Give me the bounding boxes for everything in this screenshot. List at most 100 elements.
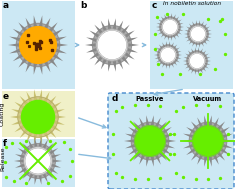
Polygon shape	[22, 171, 30, 179]
Polygon shape	[34, 15, 37, 27]
Polygon shape	[54, 109, 65, 114]
Polygon shape	[155, 117, 161, 127]
Circle shape	[189, 53, 204, 69]
Bar	[2, 139, 75, 187]
Polygon shape	[197, 117, 203, 127]
Circle shape	[21, 144, 55, 178]
Polygon shape	[101, 20, 107, 31]
Polygon shape	[22, 143, 30, 151]
Circle shape	[161, 47, 176, 63]
Polygon shape	[192, 41, 195, 47]
Polygon shape	[185, 65, 190, 69]
Polygon shape	[26, 61, 32, 72]
Polygon shape	[220, 148, 230, 155]
Polygon shape	[89, 30, 99, 37]
Polygon shape	[34, 134, 37, 145]
Polygon shape	[128, 127, 137, 134]
Polygon shape	[176, 54, 182, 56]
Polygon shape	[204, 53, 209, 57]
Polygon shape	[156, 47, 161, 51]
Polygon shape	[209, 115, 212, 125]
Polygon shape	[186, 127, 196, 134]
Polygon shape	[191, 68, 194, 74]
Polygon shape	[191, 121, 199, 130]
Polygon shape	[183, 134, 193, 138]
Polygon shape	[196, 20, 198, 26]
Polygon shape	[198, 42, 200, 48]
Polygon shape	[192, 21, 195, 27]
Polygon shape	[166, 41, 168, 47]
Polygon shape	[176, 51, 181, 53]
Circle shape	[98, 30, 127, 60]
Polygon shape	[121, 56, 130, 65]
Circle shape	[187, 51, 207, 71]
Polygon shape	[184, 30, 190, 33]
Polygon shape	[206, 60, 211, 62]
Polygon shape	[113, 18, 116, 29]
Polygon shape	[55, 48, 67, 53]
Polygon shape	[164, 14, 167, 20]
Polygon shape	[52, 53, 63, 61]
Polygon shape	[51, 102, 62, 109]
Polygon shape	[191, 48, 194, 54]
Polygon shape	[223, 144, 233, 148]
Polygon shape	[127, 37, 138, 42]
Polygon shape	[9, 36, 21, 42]
Text: In nobiletin solution: In nobiletin solution	[163, 1, 221, 6]
Polygon shape	[209, 156, 212, 167]
Polygon shape	[159, 121, 167, 130]
Text: c: c	[152, 1, 157, 10]
Polygon shape	[220, 127, 230, 134]
Circle shape	[16, 23, 60, 67]
Polygon shape	[50, 148, 58, 154]
Polygon shape	[176, 57, 181, 59]
Polygon shape	[51, 125, 62, 132]
Text: e: e	[3, 92, 9, 101]
Polygon shape	[15, 164, 24, 168]
Polygon shape	[39, 89, 42, 100]
Polygon shape	[157, 23, 162, 25]
Polygon shape	[184, 57, 189, 59]
Polygon shape	[173, 14, 176, 20]
Polygon shape	[154, 54, 160, 56]
Polygon shape	[191, 152, 199, 161]
Polygon shape	[162, 148, 172, 155]
Text: Passive: Passive	[136, 96, 164, 102]
Polygon shape	[52, 29, 63, 37]
Polygon shape	[151, 115, 154, 125]
Polygon shape	[14, 160, 24, 163]
Polygon shape	[159, 44, 163, 49]
Polygon shape	[108, 61, 111, 72]
Polygon shape	[133, 152, 141, 161]
Circle shape	[160, 17, 180, 37]
Polygon shape	[35, 175, 37, 185]
Polygon shape	[55, 115, 66, 119]
Polygon shape	[168, 35, 170, 41]
Polygon shape	[206, 36, 212, 38]
Polygon shape	[202, 67, 206, 72]
Polygon shape	[205, 63, 210, 65]
Polygon shape	[117, 20, 123, 31]
Polygon shape	[85, 43, 96, 47]
Polygon shape	[178, 23, 184, 25]
Polygon shape	[39, 137, 42, 147]
Polygon shape	[26, 18, 32, 29]
Polygon shape	[183, 60, 188, 62]
Polygon shape	[18, 22, 27, 32]
Text: Release: Release	[0, 147, 5, 171]
Polygon shape	[166, 139, 176, 143]
Polygon shape	[156, 59, 161, 63]
Polygon shape	[165, 144, 175, 148]
Polygon shape	[15, 154, 24, 158]
Polygon shape	[175, 33, 179, 38]
Polygon shape	[184, 63, 189, 65]
Polygon shape	[188, 67, 192, 72]
Polygon shape	[49, 58, 58, 68]
Polygon shape	[89, 53, 99, 60]
Polygon shape	[146, 115, 149, 125]
Polygon shape	[165, 134, 175, 138]
Polygon shape	[157, 29, 162, 31]
Polygon shape	[200, 48, 203, 54]
Polygon shape	[173, 44, 177, 49]
Polygon shape	[173, 34, 176, 40]
